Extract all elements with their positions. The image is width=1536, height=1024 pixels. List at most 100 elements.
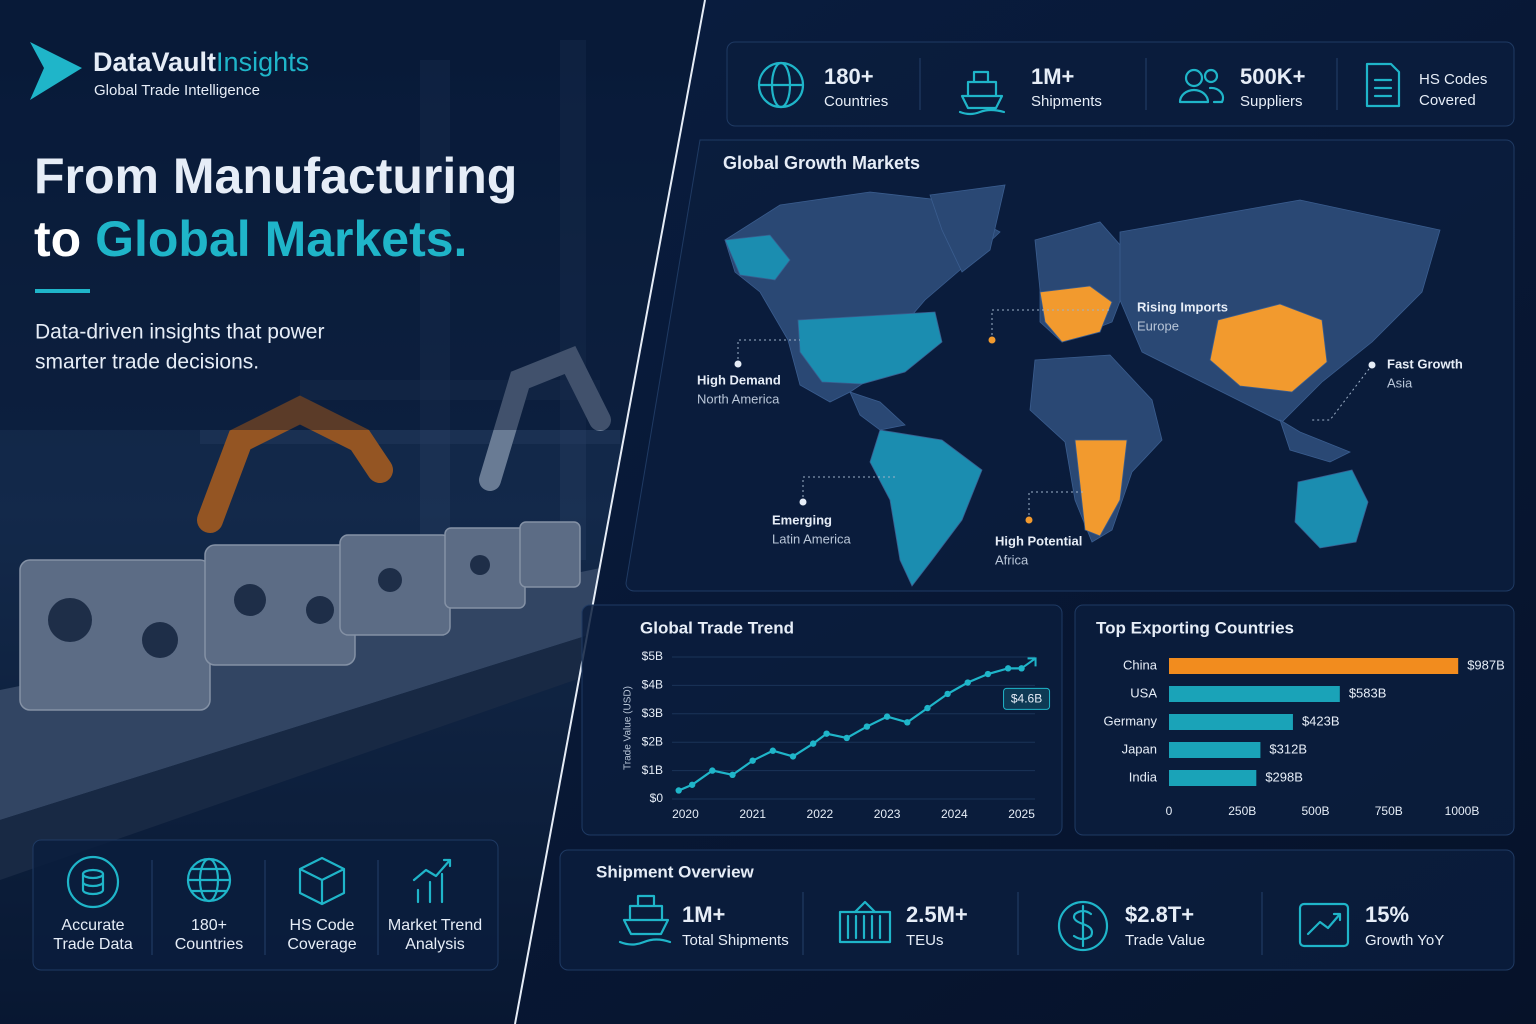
shipment-title: Shipment Overview [596, 862, 755, 881]
features: Accurate Trade Data 180+ Countries HS Code Co… [53, 917, 482, 953]
bar [1169, 686, 1340, 702]
trend-point [688, 781, 696, 788]
trend-point [675, 787, 682, 794]
trend-point [984, 670, 992, 678]
trend-point [1004, 665, 1012, 672]
stat-label: Shipments [1031, 93, 1102, 110]
x-tick-label: 750B [1375, 804, 1403, 818]
trend-chart: Global Trade Trend Trade Value (USD) $0 $1B… [623, 618, 1051, 821]
callout-dot [1025, 516, 1033, 524]
callout-region: Africa [995, 552, 1029, 567]
annotation: $4.6B [1011, 692, 1042, 706]
callout-line [1028, 491, 1085, 520]
hero-subtitle: Data-driven insights that power [35, 321, 324, 344]
callout-region: Latin America [772, 531, 852, 546]
trend-point [729, 771, 736, 779]
feature-icons [66, 855, 452, 909]
trend-point [883, 713, 891, 720]
shipment-value: $2.8T+ [1125, 902, 1194, 927]
x-tick-label: 2024 [941, 807, 968, 821]
x-tick-label: 2022 [807, 807, 834, 821]
callout-line [802, 476, 897, 502]
accent-rule [35, 289, 90, 293]
y-tick-label: $1B [642, 763, 663, 777]
stat-label: HS Codes [1419, 71, 1487, 88]
map-title: Global Growth Markets [723, 153, 920, 173]
callout-dot [988, 336, 996, 344]
trend-point [843, 734, 850, 742]
category-label: India [1129, 769, 1158, 784]
callout-title: High Potential [995, 533, 1082, 548]
x-tick-label: 2020 [672, 807, 699, 821]
shipment-label: Trade Value [1125, 932, 1205, 949]
callout-title: Emerging [772, 512, 832, 527]
feature-label: Coverage [287, 936, 356, 953]
shipment-value: 1M+ [682, 902, 725, 927]
brand-name-main: DataVault [93, 47, 216, 77]
feature-label: Analysis [405, 936, 465, 953]
x-tick-label: 1000B [1445, 804, 1480, 818]
hero-line2-prefix: to [34, 211, 81, 267]
shipment-panel [559, 849, 1515, 971]
value-label: $423B [1302, 713, 1340, 728]
world-map [724, 184, 1441, 587]
trend-arrow [1020, 657, 1037, 670]
category-label: Japan [1122, 741, 1157, 756]
x-tick-label: 2023 [874, 807, 901, 821]
stats-panel [726, 41, 1515, 127]
brand-tagline: Global Trade Intelligence [94, 82, 260, 99]
chart-title: Global Trade Trend [640, 618, 794, 637]
map-callouts: High Demand North America Emerging Latin Am… [697, 299, 1463, 567]
stat-icons [757, 61, 1401, 116]
x-tick-label: 0 [1166, 804, 1173, 818]
feature-label: 180+ [191, 917, 227, 934]
feature-label: HS Code [290, 917, 355, 934]
trend-point [924, 704, 931, 712]
hero-subtitle: smarter trade decisions. [35, 351, 259, 374]
trend-point [944, 690, 951, 698]
callout-line [991, 309, 1110, 340]
value-label: $583B [1349, 685, 1387, 700]
callout-region: Asia [1387, 375, 1413, 390]
callout-region: Europe [1137, 318, 1179, 333]
trend-point [964, 679, 971, 686]
x-tick-label: 2021 [739, 807, 766, 821]
callout-dot [799, 498, 807, 506]
trend-point [863, 723, 871, 730]
y-tick-label: $3B [642, 706, 663, 720]
value-label: $312B [1269, 741, 1307, 756]
y-axis-label: Trade Value (USD) [623, 686, 634, 770]
callout-dot [734, 360, 742, 368]
category-label: China [1123, 657, 1158, 672]
trend-point [823, 730, 830, 737]
shipment-value: 2.5M+ [906, 902, 968, 927]
trend-point [809, 740, 817, 747]
shipment-items: 1M+ Total Shipments 2.5M+ TEUs $2.8T+ Trade V… [682, 902, 1444, 949]
callout-title: Fast Growth [1387, 356, 1463, 371]
callout-dot [1368, 361, 1376, 369]
feature-label: Countries [175, 936, 243, 953]
shipment-value: 15% [1365, 902, 1409, 927]
feature-label: Trade Data [53, 936, 133, 953]
bar [1169, 714, 1293, 730]
bar [1169, 658, 1459, 674]
shipment-label: TEUs [906, 932, 944, 949]
shipment-label: Total Shipments [682, 932, 789, 949]
bar [1169, 742, 1261, 758]
hero-line2: to Global Markets. [34, 211, 467, 267]
y-tick-label: $5B [642, 649, 663, 663]
x-tick-label: 500B [1301, 804, 1329, 818]
stat-value: 1M+ [1031, 64, 1074, 89]
shipment-icons [618, 894, 1350, 952]
stat-value: 180+ [824, 64, 874, 89]
category-label: USA [1130, 685, 1157, 700]
callout-region: North America [697, 391, 780, 406]
brand: DataVaultInsights Global Trade Intellige… [30, 42, 309, 100]
exporters-chart: Top Exporting Countries 0 250B 500B 750B 1000… [1096, 618, 1505, 818]
stat-label: Countries [824, 93, 888, 110]
feature-label: Accurate [61, 917, 124, 934]
trend-point [769, 747, 777, 754]
